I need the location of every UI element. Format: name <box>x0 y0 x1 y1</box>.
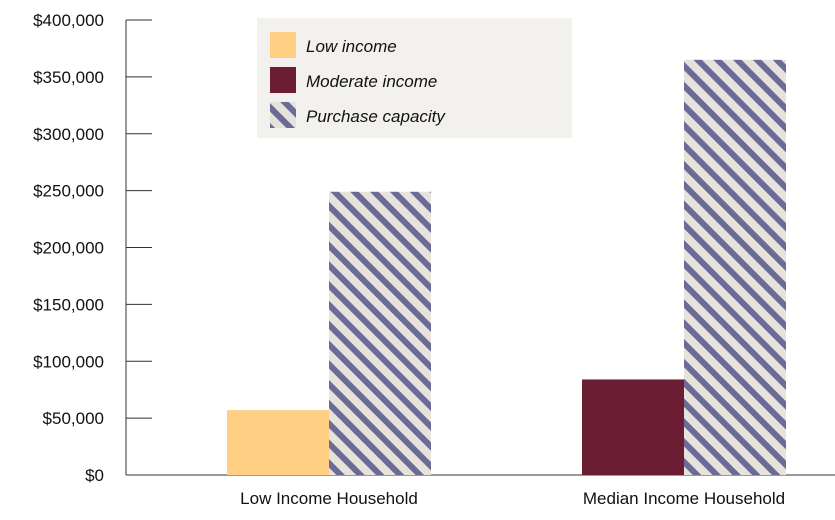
legend-swatch <box>270 32 296 58</box>
legend-label: Moderate income <box>306 72 437 91</box>
y-tick-label: $0 <box>85 466 104 485</box>
legend-label: Purchase capacity <box>306 107 446 126</box>
y-tick-label: $300,000 <box>33 125 104 144</box>
y-tick-label: $100,000 <box>33 352 104 371</box>
x-tick-label: Low Income Household <box>240 489 418 508</box>
y-tick-label: $200,000 <box>33 239 104 258</box>
bar-low-income <box>227 410 329 475</box>
y-tick-label: $250,000 <box>33 182 104 201</box>
y-tick-label: $400,000 <box>33 11 104 30</box>
y-tick-label: $150,000 <box>33 295 104 314</box>
y-tick-label: $50,000 <box>43 409 104 428</box>
bar-moderate-income <box>582 379 684 475</box>
legend-swatch <box>270 67 296 93</box>
legend-label: Low income <box>306 37 397 56</box>
legend-swatch <box>270 102 296 128</box>
legend-box <box>257 18 572 138</box>
bar-purchase-capacity <box>329 191 431 475</box>
x-tick-label: Median Income Household <box>583 489 785 508</box>
y-tick-label: $350,000 <box>33 68 104 87</box>
bar-purchase-capacity <box>684 59 786 475</box>
